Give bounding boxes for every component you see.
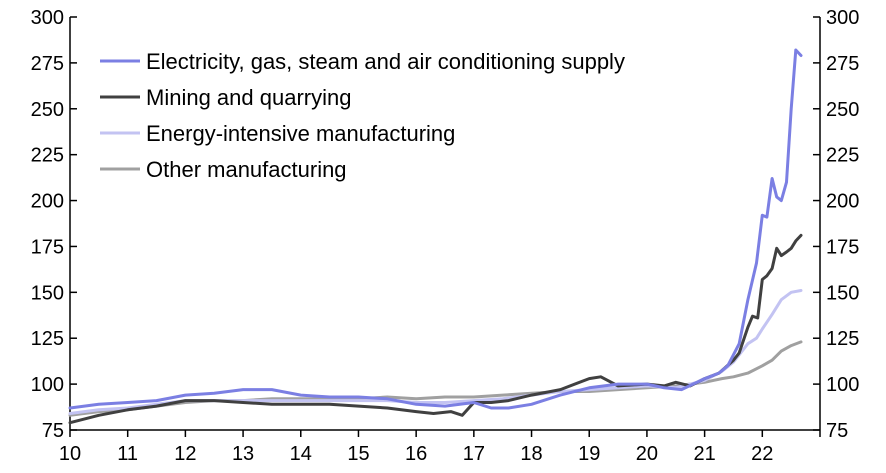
x-ticks: 10 11 12 13 14 15 16 17 18 19 20 21 22 [59, 430, 821, 465]
x-tick-label: 17 [463, 443, 485, 465]
axes [69, 17, 821, 431]
right-y-tick-label: 275 [826, 53, 859, 75]
right-y-tick-label: 125 [826, 328, 859, 350]
x-tick-label: 10 [59, 443, 81, 465]
x-tick-label: 16 [405, 443, 427, 465]
series-line-electricity [68, 48, 803, 410]
left-y-ticks: 75 100 125 150 175 200 225 250 275 300 [31, 7, 77, 442]
x-tick-label: 21 [693, 443, 715, 465]
left-y-tick-label: 125 [31, 328, 64, 350]
legend-label-electricity: Electricity, gas, steam and air conditio… [146, 49, 625, 74]
legend-entry-mining: Mining and quarrying [100, 85, 351, 110]
x-tick-label: 22 [751, 443, 773, 465]
left-y-tick-label: 175 [31, 236, 64, 258]
right-y-tick-label: 250 [826, 99, 859, 121]
legend-entry-energy-intensive: Energy-intensive manufacturing [100, 121, 455, 146]
x-tick-label: 19 [578, 443, 600, 465]
legend-entry-electricity: Electricity, gas, steam and air conditio… [100, 49, 625, 74]
x-tick-label: 14 [290, 443, 312, 465]
right-y-tick-label: 200 [826, 191, 859, 213]
x-tick-label: 15 [347, 443, 369, 465]
right-y-tick-label: 300 [826, 7, 859, 29]
x-tick-label: 12 [174, 443, 196, 465]
series-layer [68, 48, 803, 425]
legend-label-other-manufacturing: Other manufacturing [146, 157, 347, 182]
left-y-tick-label: 250 [31, 99, 64, 121]
left-y-tick-label: 275 [31, 53, 64, 75]
left-y-tick-label: 100 [31, 374, 64, 396]
x-tick-label: 13 [232, 443, 254, 465]
left-y-tick-label: 75 [42, 420, 64, 442]
left-y-tick-label: 225 [31, 145, 64, 167]
x-tick-label: 11 [117, 443, 138, 465]
right-y-tick-label: 225 [826, 145, 859, 167]
left-y-tick-label: 300 [31, 7, 64, 29]
right-y-tick-label: 100 [826, 374, 859, 396]
series-line-mining [68, 233, 803, 425]
x-tick-label: 20 [636, 443, 658, 465]
right-y-tick-label: 150 [826, 282, 859, 304]
legend: Electricity, gas, steam and air conditio… [100, 49, 625, 182]
x-tick-label: 18 [520, 443, 542, 465]
left-y-tick-label: 150 [31, 282, 64, 304]
legend-entry-other-manufacturing: Other manufacturing [100, 157, 347, 182]
legend-label-mining: Mining and quarrying [146, 85, 351, 110]
left-y-tick-label: 200 [31, 191, 64, 213]
legend-label-energy-intensive: Energy-intensive manufacturing [146, 121, 455, 146]
right-y-tick-label: 175 [826, 236, 859, 258]
right-y-ticks: 75 100 125 150 175 200 225 250 275 300 [813, 7, 859, 442]
right-y-tick-label: 75 [826, 420, 848, 442]
